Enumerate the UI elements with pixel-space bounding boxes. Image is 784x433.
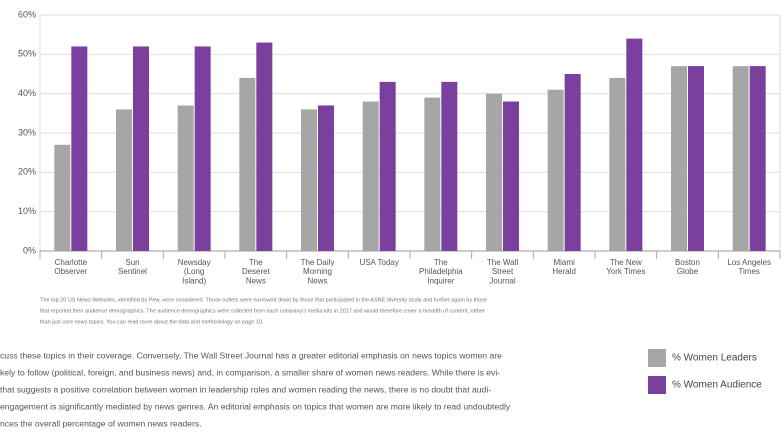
- bar: [671, 66, 687, 251]
- x-tick-label: The Daily Morning News: [301, 258, 335, 285]
- bar: [256, 42, 273, 252]
- bar: [133, 46, 149, 251]
- bar: [362, 101, 379, 252]
- bar: [116, 109, 132, 252]
- bar: [424, 97, 441, 251]
- bar: [547, 89, 564, 251]
- legend-label: % Women Audience: [672, 380, 762, 391]
- y-tick-label: 10%: [18, 206, 36, 216]
- bar: [239, 77, 256, 251]
- x-tick-label: The Philadelphia Inquirer: [419, 258, 463, 285]
- bar: [486, 93, 502, 252]
- x-tick-label: Sun Sentinel: [118, 258, 147, 276]
- bar: [441, 81, 458, 251]
- footnote: The top 20 US News Websites, identified …: [40, 297, 487, 303]
- footnote: than just core news topics. You can read…: [40, 319, 264, 325]
- y-tick-label: 30%: [18, 127, 36, 137]
- bar: [732, 66, 749, 251]
- bar: [609, 77, 626, 251]
- bar: [503, 101, 519, 252]
- bar: [688, 66, 704, 251]
- x-tick-label: Newsday (Long Island): [178, 258, 211, 285]
- bar: [54, 144, 71, 251]
- body-text: cuss these topics in their coverage. Con…: [0, 350, 502, 360]
- y-tick-label: 20%: [18, 167, 36, 177]
- body-text: engagement is significantly mediated by …: [0, 401, 511, 411]
- y-tick-label: 60%: [18, 9, 36, 19]
- x-tick-label: Boston Globe: [675, 258, 700, 276]
- bar: [301, 109, 317, 252]
- bar: [379, 81, 396, 251]
- legend-swatch: [648, 376, 666, 394]
- bar: [564, 74, 581, 251]
- bar: [749, 66, 766, 251]
- x-tick-label: Charlotte Observer: [54, 258, 87, 276]
- x-tick-label: The New York Times: [606, 258, 645, 276]
- body-text: that suggests a positive correlation bet…: [0, 384, 491, 394]
- y-tick-label: 50%: [18, 49, 36, 59]
- legend-label: % Women Leaders: [672, 353, 757, 364]
- x-tick-label: The Wall Street Journal: [487, 258, 518, 285]
- y-tick-label: 0%: [23, 245, 36, 255]
- footnote: that reported their audience demographic…: [40, 308, 485, 314]
- bar: [71, 46, 88, 251]
- body-text: nces the overall percentage of women new…: [0, 418, 202, 428]
- x-tick-label: Los Angeles Times: [727, 258, 771, 276]
- x-tick-label: USA Today: [359, 258, 398, 267]
- bar: [318, 105, 334, 251]
- bar: [626, 38, 643, 251]
- x-tick-label: The Deseret News: [242, 258, 271, 285]
- bar: [194, 46, 211, 251]
- y-tick-label: 40%: [18, 88, 36, 98]
- bar: [177, 105, 194, 251]
- x-tick-label: Miami Herald: [552, 258, 576, 276]
- legend-swatch: [648, 349, 666, 367]
- body-text: kely to follow (political, foreign, and …: [0, 367, 500, 377]
